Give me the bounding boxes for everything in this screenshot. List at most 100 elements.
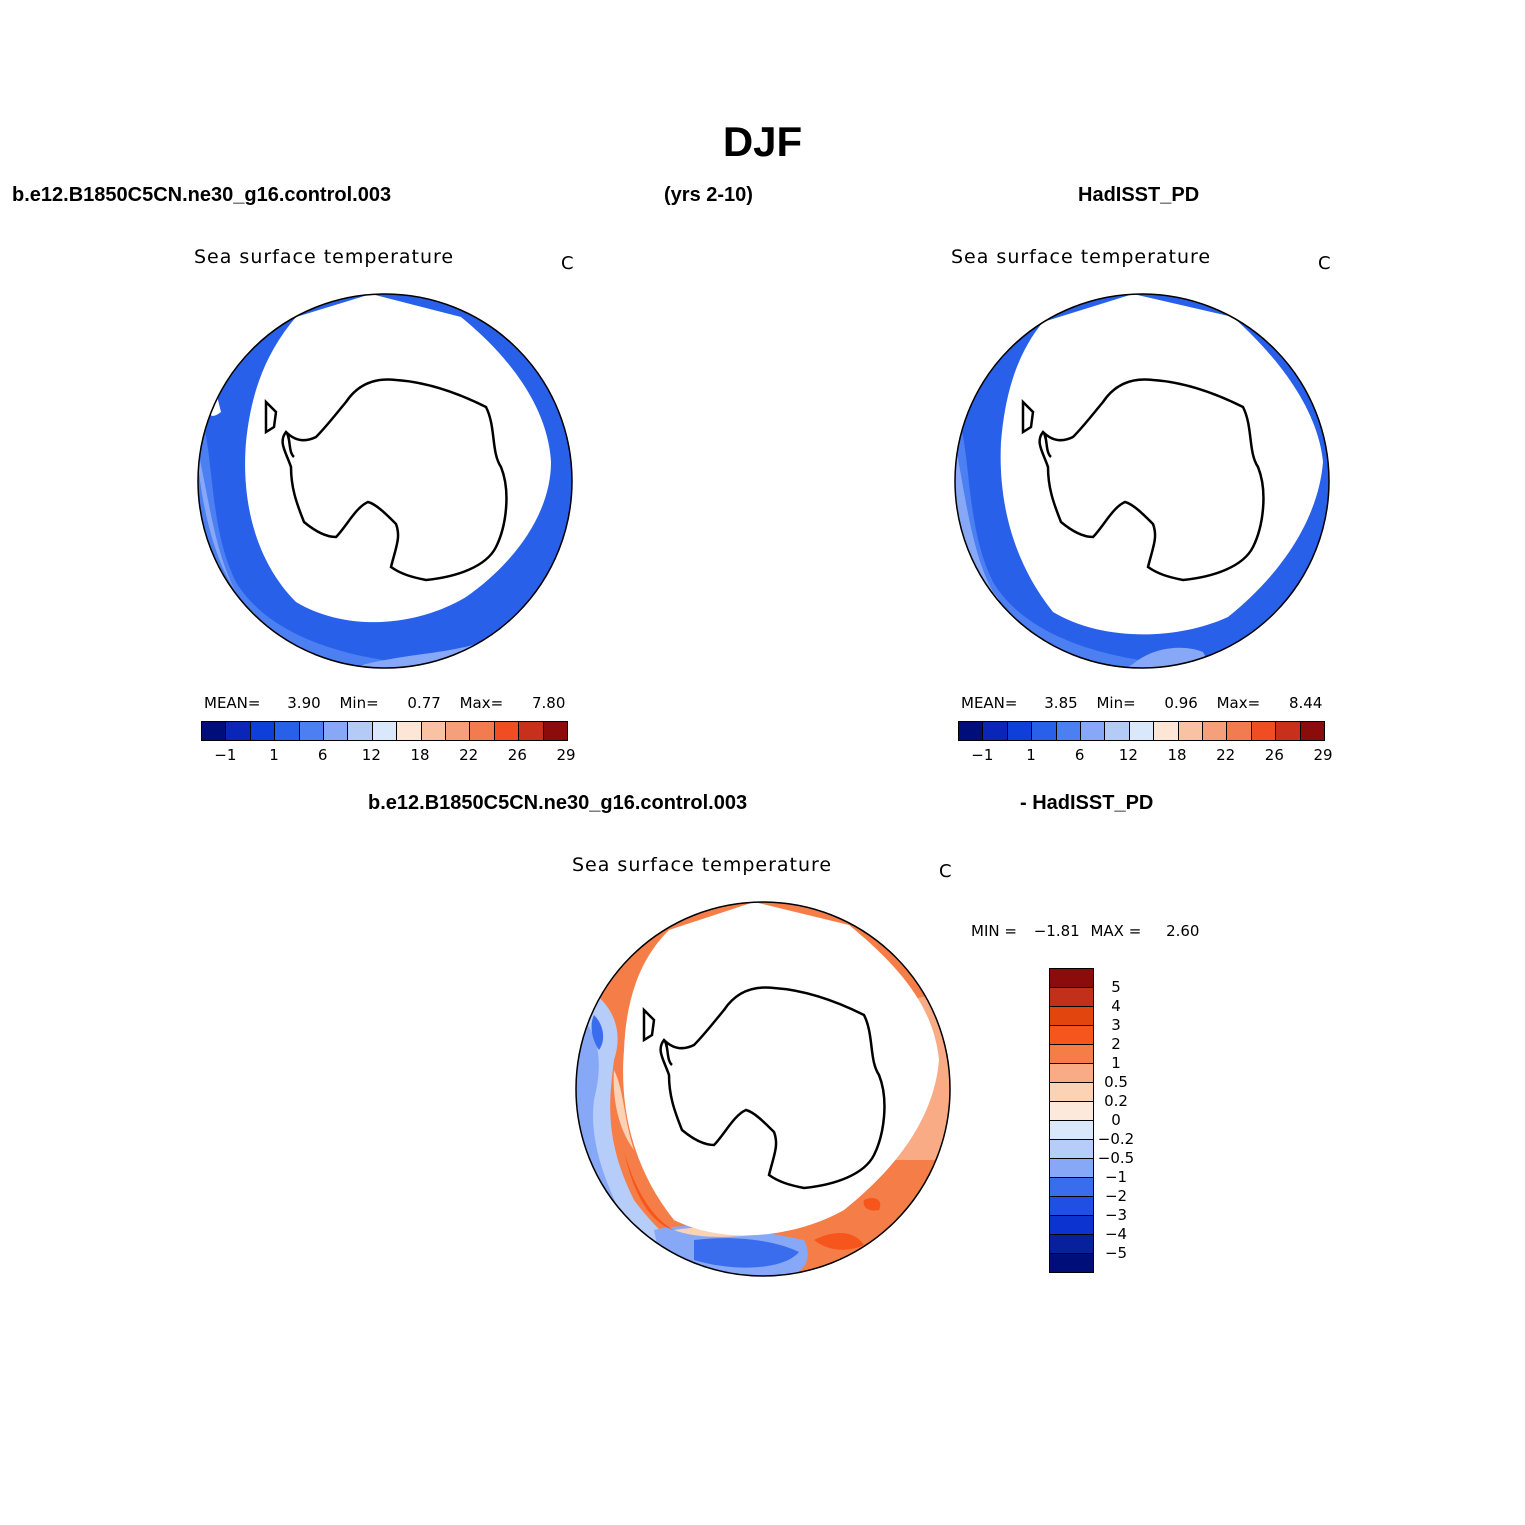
max-value: 2.60 xyxy=(1166,922,1200,940)
colorbar-swatch xyxy=(1050,1083,1093,1102)
diff-colorbar-labels: 5 4 3 2 1 0.5 0.2 0 −0.2 −0.5 −1 −2 −3 −4 −5 xyxy=(1096,968,1140,1274)
colorbar-swatch xyxy=(226,722,251,740)
colorbar-swatch xyxy=(1050,1121,1093,1140)
diff-header-case: b.e12.B1850C5CN.ne30_g16.control.003 xyxy=(368,792,748,814)
colorbar-swatch xyxy=(1007,722,1033,740)
diff-header-obs: - HadISST_PD xyxy=(1020,792,1154,814)
max-label: MAX = xyxy=(1090,922,1142,940)
colorbar-label: −2 xyxy=(1104,1187,1128,1205)
min-label: Min= xyxy=(339,694,379,712)
obs-panel-title: Sea surface temperature xyxy=(951,246,1212,268)
diff-panel-units: C xyxy=(939,861,952,882)
colorbar-label: −1 xyxy=(1104,1168,1128,1186)
colorbar-label: 29 xyxy=(556,746,576,764)
colorbar-label: 4 xyxy=(1111,997,1121,1015)
colorbar-swatch xyxy=(1300,722,1325,740)
colorbar-swatch xyxy=(1050,1064,1093,1083)
mean-value: 3.90 xyxy=(287,694,321,712)
colorbar-swatch xyxy=(1050,1007,1093,1026)
colorbar-label: 1 xyxy=(1026,746,1036,764)
diff-panel-title: Sea surface temperature xyxy=(572,854,833,876)
colorbar-swatch xyxy=(1203,722,1228,740)
obs-colorbar-labels: −1 1 6 12 18 22 26 29 xyxy=(958,746,1332,766)
colorbar-swatch xyxy=(470,722,495,740)
case-name-header: b.e12.B1850C5CN.ne30_g16.control.003 xyxy=(12,184,392,206)
colorbar-swatch xyxy=(1050,1045,1093,1064)
colorbar-swatch xyxy=(299,722,325,740)
obs-name-header: HadISST_PD xyxy=(1078,184,1200,206)
colorbar-swatch xyxy=(1050,1254,1093,1272)
colorbar-swatch xyxy=(1050,1102,1093,1121)
colorbar-label: −1 xyxy=(214,746,237,764)
colorbar-label: 18 xyxy=(1167,746,1187,764)
mean-label: MEAN= xyxy=(961,694,1018,712)
colorbar-swatch xyxy=(1056,722,1082,740)
diff-polar-map xyxy=(575,901,951,1277)
max-value: 8.44 xyxy=(1288,694,1323,712)
colorbar-swatch xyxy=(397,722,422,740)
model-panel-title: Sea surface temperature xyxy=(194,246,455,268)
colorbar-swatch xyxy=(275,722,300,740)
colorbar-swatch xyxy=(1129,722,1155,740)
colorbar-label: 6 xyxy=(1074,746,1085,764)
antarctica-coastline xyxy=(264,378,508,582)
colorbar-label: 0.2 xyxy=(1104,1092,1128,1110)
model-polar-map xyxy=(197,293,573,669)
colorbar-swatch xyxy=(959,722,984,740)
colorbar-label: 3 xyxy=(1111,1016,1121,1034)
colorbar-swatch xyxy=(1154,722,1179,740)
colorbar-label: 0 xyxy=(1111,1111,1121,1129)
colorbar-swatch xyxy=(1276,722,1301,740)
years-header: (yrs 2-10) xyxy=(664,184,753,206)
colorbar-label: 0.5 xyxy=(1104,1073,1128,1091)
colorbar-label: −0.5 xyxy=(1097,1149,1135,1167)
colorbar-label: −4 xyxy=(1104,1225,1128,1243)
obs-panel-units: C xyxy=(1318,253,1331,274)
colorbar-swatch xyxy=(202,722,227,740)
colorbar-label: −3 xyxy=(1104,1206,1128,1224)
antarctica-coastline xyxy=(1021,378,1265,582)
min-label: Min= xyxy=(1096,694,1136,712)
min-value: 0.77 xyxy=(407,694,441,712)
mean-value: 3.85 xyxy=(1044,694,1078,712)
max-label: Max= xyxy=(459,694,504,712)
colorbar-label: 22 xyxy=(459,746,479,764)
colorbar-label: 18 xyxy=(410,746,430,764)
colorbar-label: 29 xyxy=(1313,746,1333,764)
mean-label: MEAN= xyxy=(204,694,261,712)
colorbar-label: 1 xyxy=(269,746,279,764)
colorbar-swatch xyxy=(250,722,276,740)
max-label: Max= xyxy=(1216,694,1261,712)
colorbar-label: 1 xyxy=(1111,1054,1121,1072)
colorbar-swatch xyxy=(1105,722,1130,740)
colorbar-swatch xyxy=(1050,969,1093,988)
colorbar-swatch xyxy=(1050,1216,1093,1235)
colorbar-label: −0.2 xyxy=(1097,1130,1135,1148)
colorbar-swatch xyxy=(348,722,373,740)
colorbar-label: 2 xyxy=(1111,1035,1121,1053)
colorbar-swatch xyxy=(1050,1026,1093,1045)
colorbar-label: 22 xyxy=(1216,746,1236,764)
colorbar-swatch xyxy=(1050,1178,1093,1197)
colorbar-swatch xyxy=(372,722,398,740)
colorbar-swatch xyxy=(1227,722,1252,740)
model-stats: MEAN= 3.90 Min= 0.77 Max= 7.80 xyxy=(204,694,565,712)
colorbar-swatch xyxy=(1050,988,1093,1007)
antarctica-coastline xyxy=(642,986,886,1190)
obs-stats: MEAN= 3.85 Min= 0.96 Max= 8.44 xyxy=(961,694,1322,712)
model-panel-units: C xyxy=(561,253,574,274)
colorbar-swatch xyxy=(1251,722,1277,740)
colorbar-swatch xyxy=(1178,722,1204,740)
colorbar-swatch xyxy=(983,722,1008,740)
obs-colorbar xyxy=(958,721,1325,741)
model-colorbar xyxy=(201,721,568,741)
colorbar-swatch xyxy=(494,722,520,740)
min-label: MIN = xyxy=(971,922,1017,940)
colorbar-swatch xyxy=(1050,1235,1093,1254)
colorbar-swatch xyxy=(1050,1197,1093,1216)
colorbar-label: −1 xyxy=(971,746,994,764)
colorbar-swatch xyxy=(324,722,349,740)
max-value: 7.80 xyxy=(531,694,566,712)
diff-stats: MIN = −1.81 MAX = 2.60 xyxy=(971,922,1199,940)
colorbar-label: 12 xyxy=(361,746,381,764)
